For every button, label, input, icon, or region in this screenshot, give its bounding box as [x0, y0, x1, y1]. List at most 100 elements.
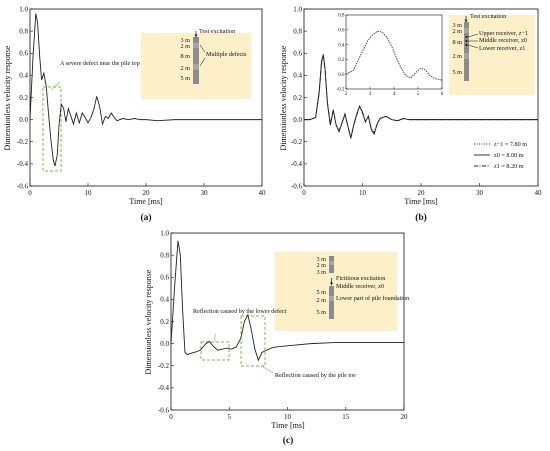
x-tick-label: 30: [476, 189, 484, 197]
inset-y-tick-label: 0.4: [338, 43, 345, 48]
y-tick-label: -0.2: [17, 138, 29, 146]
leader-line: [199, 57, 206, 67]
inset-y-tick-label: -0.2: [337, 88, 345, 93]
zoom-inset-line: [345, 30, 443, 81]
pile-segment: [193, 37, 199, 43]
pile-segment: [329, 296, 334, 301]
receiver-dot: [465, 40, 468, 42]
y-tick-label: -0.4: [17, 160, 29, 168]
x-tick-label: 20: [143, 189, 151, 197]
series-line-c: [170, 240, 404, 362]
y-tick-label: -0.6: [17, 182, 29, 190]
defect-leader-line: [51, 81, 61, 90]
segment-label: 3 m: [181, 37, 191, 44]
y-tick-label: 1.0: [293, 5, 302, 13]
x-tick-label: 40: [259, 189, 267, 197]
y-tick-label: -0.4: [291, 160, 303, 168]
inset-x-tick-label: 5: [417, 92, 420, 97]
pile-toe-label: Reflection caused by the pile toe: [275, 372, 356, 379]
y-tick-label: 0.2: [293, 94, 302, 102]
pile-segments-b: [464, 22, 469, 81]
x-tick-label: 15: [342, 413, 350, 421]
segment-labels-c: 3 m 2 m 3 m 5 m 2 m 5 m: [317, 256, 327, 316]
y-tick-label: 0.0: [19, 116, 28, 124]
pile-segment: [193, 43, 199, 48]
upper-receiver-label: Upper receiver, z−1: [479, 30, 528, 37]
y-axis-label-a: Dimensionless velocity response: [3, 45, 12, 150]
panel-label-b: (b): [415, 212, 427, 223]
segment-label: 5 m: [453, 69, 463, 76]
y-tick-label: -0.2: [158, 362, 170, 370]
y-tick-label: 0.8: [160, 251, 169, 259]
y-tick-label: 0.6: [160, 274, 169, 282]
inset-y-tick-label: 0.8: [338, 14, 345, 19]
inset-x-tick-label: 2: [345, 92, 348, 97]
x-tick-label: 10: [359, 189, 367, 197]
panel-b: -0.6-0.4-0.20.00.20.40.60.81.0 0 10 20 30 40…: [279, 5, 542, 223]
test-excitation-label-a: Test excitation: [199, 28, 235, 35]
pile-segment: [464, 22, 469, 28]
panel-label-c: (c): [283, 435, 294, 446]
x-ticks-b: 0 10 20 30 40: [302, 183, 542, 197]
x-tick-label: 5: [228, 413, 232, 421]
pile-segment: [329, 265, 334, 273]
segment-label: 8 m: [181, 53, 191, 60]
pile-toe-highlight-box: [240, 315, 266, 367]
lower-defect-label: Reflection caused by the lower defect: [193, 308, 287, 315]
x-tick-label: 0: [302, 189, 306, 197]
x-tick-label: 20: [401, 413, 409, 421]
x-tick-label: 10: [85, 189, 93, 197]
y-tick-label: 1.0: [19, 5, 28, 13]
y-axis-label-b: Dimensionless velocity response: [279, 45, 288, 150]
y-tick-label: 1.0: [160, 229, 169, 237]
pile-segment: [329, 256, 334, 261]
y-axis-label-c: Dimensionless velocity response: [144, 269, 153, 374]
pile-schematic-b: [449, 15, 535, 95]
segment-label: 5 m: [317, 289, 327, 296]
pile-segment: [464, 59, 469, 81]
x-ticks-c: 0 5 10 15 20: [169, 407, 408, 421]
pile-segment: [464, 53, 469, 59]
y-tick-label: -0.2: [291, 138, 303, 146]
x-axis-label-b: Time [ms]: [404, 197, 438, 206]
series-line-a: [29, 13, 262, 167]
segment-label: 2 m: [453, 28, 463, 35]
y-ticks-c: -0.6 -0.4 -0.2 0.0 0.2 0.4 0.6 0.8 1.0: [158, 229, 174, 414]
segment-label: 3 m: [317, 269, 327, 276]
y-tick-label: 0.6: [293, 50, 302, 58]
x-tick-label: 40: [535, 189, 543, 197]
pile-segment: [193, 70, 199, 84]
inset-x-tick-label: 4: [393, 92, 396, 97]
pile-toe-leader-line: [261, 365, 274, 374]
y-tick-label: 0.0: [160, 340, 169, 348]
middle-receiver-label-c: Middle receiver, z0: [336, 283, 384, 290]
y-tick-label: 0.2: [160, 318, 169, 326]
segment-label: 5 m: [317, 309, 327, 316]
segment-label: 3 m: [317, 256, 327, 263]
y-tick-label: -0.4: [158, 384, 170, 392]
y-tick-label: -0.6: [158, 406, 170, 414]
receiver-dot: [465, 36, 468, 38]
pile-segment: [464, 28, 469, 33]
y-tick-label: 0.8: [19, 27, 28, 35]
x-tick-label: 0: [28, 189, 32, 197]
y-ticks-a: -0.6 -0.4 -0.2 0.0 0.2 0.4 0.6 0.8 1.0: [17, 5, 33, 190]
x-axis-label-a: Time [ms]: [129, 197, 163, 206]
segment-labels-a: 3 m 2 m 8 m 2 m 5 m: [181, 37, 191, 82]
lower-part-label: Lower part of pile foundation: [336, 295, 409, 302]
x-axis-label-c: Time [ms]: [271, 421, 305, 430]
pile-segment: [329, 261, 334, 265]
x-tick-label: 0: [169, 413, 173, 421]
panel-label-a: (a): [140, 212, 151, 223]
legend-label: z1 = 8.20 m: [494, 163, 524, 170]
pile-segment: [193, 64, 199, 70]
segment-label: 5 m: [181, 75, 191, 82]
y-tick-label: 0.8: [293, 27, 302, 35]
inset-y-tick-label: 0.0: [338, 73, 345, 78]
middle-receiver-label: Middle receiver, z0: [479, 37, 527, 44]
y-ticks-b: -0.6 -0.4 -0.2 0.0 0.2 0.4 0.6 0.8 1.0: [291, 5, 307, 190]
inset-x-tick-label: 3: [369, 92, 372, 97]
y-tick-label: 0.4: [160, 296, 169, 304]
pile-segments-c: [329, 256, 334, 319]
